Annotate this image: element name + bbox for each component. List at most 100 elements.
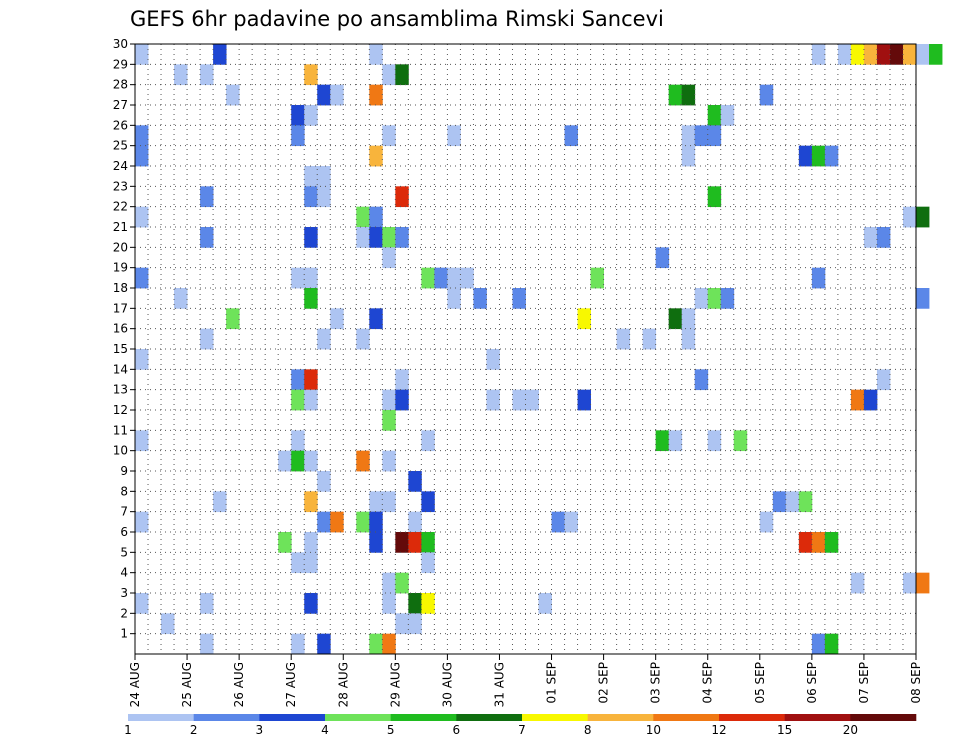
x-tick-label: 27 AUG <box>284 662 298 707</box>
heatmap-cell <box>291 125 305 147</box>
y-tick-label: 20 <box>113 240 128 254</box>
heatmap-cell <box>291 105 305 126</box>
colorbar-legend: 1 2 3 4 5 6 7 8 10 12 15 20 <box>124 714 917 737</box>
heatmap-cell <box>382 389 396 411</box>
heatmap-cell <box>408 471 422 492</box>
heatmap-cell <box>421 552 435 574</box>
x-axis: 24 AUG 25 AUG 26 AUG 27 AUG 28 AUG 29 AUG 30 A… <box>128 654 923 707</box>
colorbar-label: 6 <box>453 723 461 737</box>
heatmap-cell <box>174 288 188 309</box>
heatmap-cell <box>135 511 149 533</box>
x-tick-label: 02 SEP <box>597 662 611 704</box>
heatmap-cell <box>395 64 409 86</box>
heatmap-cell <box>200 227 214 248</box>
colorbar-label: 1 <box>124 723 132 737</box>
heatmap-cell <box>863 389 878 411</box>
heatmap-cell <box>291 552 305 574</box>
y-tick-label: 1 <box>120 627 128 641</box>
heatmap-cell <box>278 450 292 472</box>
heatmap-cell <box>369 227 383 248</box>
heatmap-cell <box>525 389 539 411</box>
heatmap-cell <box>421 267 435 289</box>
heatmap-cell <box>668 430 683 452</box>
heatmap-cell <box>304 369 318 391</box>
heatmap-cell <box>720 288 735 309</box>
heatmap-cell <box>317 328 331 350</box>
heatmap-cell <box>135 206 149 228</box>
heatmap-cell <box>382 572 396 594</box>
heatmap-cell <box>876 44 891 65</box>
heatmap-cell <box>369 633 383 655</box>
y-tick-label: 15 <box>113 342 128 356</box>
heatmap-cell <box>512 389 526 411</box>
colorbar-swatch <box>128 714 194 721</box>
heatmap-cell <box>369 145 383 167</box>
heatmap-cell <box>681 84 696 106</box>
heatmap-cell <box>408 613 422 635</box>
heatmap-cell <box>382 227 396 248</box>
heatmap-cell <box>837 44 852 65</box>
heatmap-cell <box>291 369 305 391</box>
heatmap-cell <box>304 450 318 472</box>
heatmap-cell <box>317 511 331 533</box>
heatmap-cell <box>538 593 552 614</box>
heatmap-cell <box>421 430 435 452</box>
heatmap-cell <box>135 267 149 289</box>
y-tick-label: 6 <box>120 525 128 539</box>
heatmap-cell <box>304 288 318 309</box>
x-tick-label: 26 AUG <box>232 662 246 707</box>
x-tick-label: 05 SEP <box>753 662 767 704</box>
x-tick-label: 29 AUG <box>388 662 402 707</box>
y-tick-label: 23 <box>113 179 128 193</box>
heatmap-cell <box>798 491 813 513</box>
heatmap-cell <box>330 84 344 106</box>
heatmap-cell <box>707 105 722 126</box>
y-tick-label: 10 <box>113 444 128 458</box>
y-tick-label: 12 <box>113 403 128 417</box>
heatmap-cell <box>460 267 474 289</box>
heatmap-cell <box>356 450 370 472</box>
heatmap-cell <box>226 84 240 106</box>
heatmap-cell <box>291 450 305 472</box>
heatmap-cell <box>850 44 865 65</box>
heatmap-cell <box>135 125 149 147</box>
heatmap-cell <box>382 593 396 614</box>
heatmap-cell <box>811 44 826 65</box>
heatmap-cell <box>486 389 500 411</box>
heatmap-cell <box>369 491 383 513</box>
heatmap-cell <box>694 369 709 391</box>
heatmap-cell <box>304 186 318 208</box>
heatmap-cell <box>902 206 917 228</box>
heatmap-cell <box>447 267 461 289</box>
x-tick-label: 25 AUG <box>180 662 194 707</box>
heatmap-cell <box>395 572 409 594</box>
heatmap-cell <box>811 267 826 289</box>
colorbar-swatch <box>193 714 260 721</box>
heatmap-cell <box>408 532 422 553</box>
heatmap-cell <box>304 105 318 126</box>
heatmap-cell <box>356 328 370 350</box>
heatmap-cell <box>551 511 565 533</box>
x-tick-label: 07 SEP <box>857 662 871 704</box>
heatmap-cell <box>564 511 578 533</box>
heatmap-cell <box>213 491 227 513</box>
heatmap-cell <box>395 532 409 553</box>
y-tick-label: 25 <box>113 139 128 153</box>
heatmap-cell <box>733 430 748 452</box>
y-tick-label: 8 <box>120 484 128 498</box>
heatmap-cell <box>174 64 188 86</box>
heatmap-cell <box>811 633 826 655</box>
y-tick-label: 18 <box>113 281 128 295</box>
heatmap-cell <box>421 593 435 614</box>
chart-title: GEFS 6hr padavine po ansamblima Rimski S… <box>130 7 664 31</box>
y-tick-label: 30 <box>113 37 128 51</box>
heatmap-cell <box>902 44 917 65</box>
x-tick-label: 01 SEP <box>545 662 559 704</box>
heatmap-cell <box>304 552 318 574</box>
heatmap-cell <box>382 247 396 269</box>
colorbar-swatch <box>456 714 523 721</box>
x-tick-label: 28 AUG <box>336 662 350 707</box>
heatmap-cell <box>707 125 722 147</box>
heatmap-cell <box>473 288 487 309</box>
heatmap-cell <box>317 471 331 492</box>
